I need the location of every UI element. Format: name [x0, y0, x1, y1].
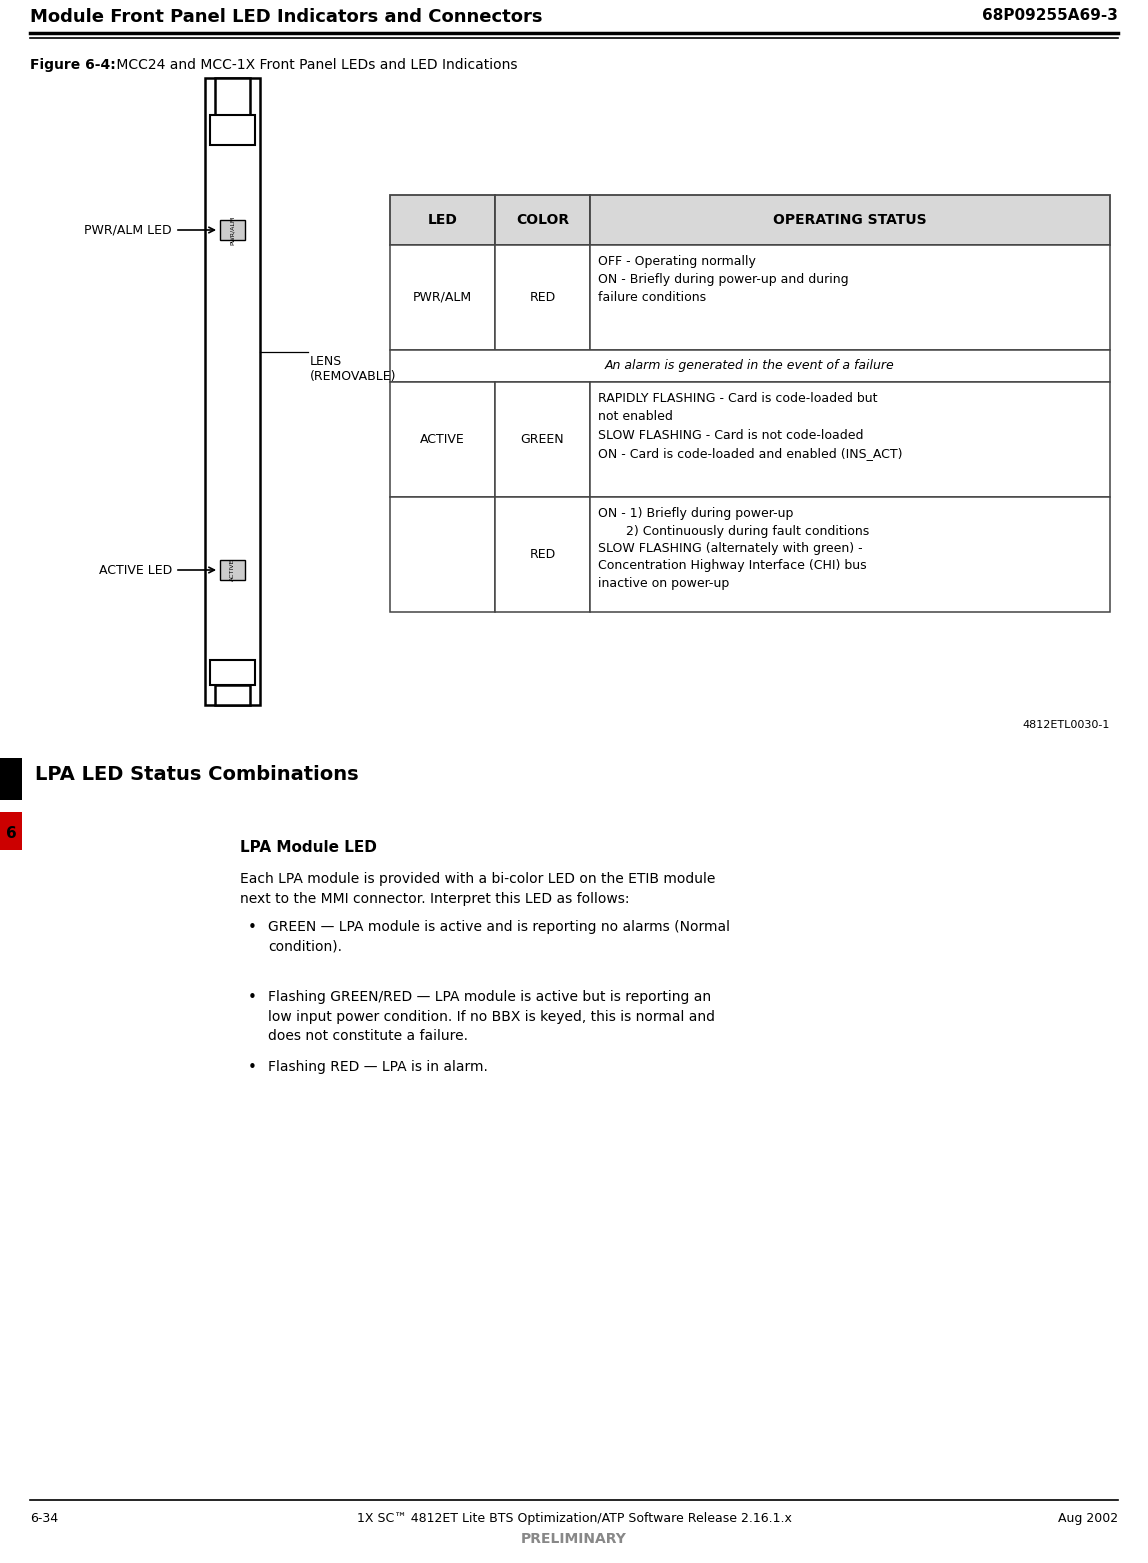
Text: OFF - Operating normally
ON - Briefly during power-up and during
failure conditi: OFF - Operating normally ON - Briefly du… — [598, 255, 848, 303]
Bar — [390, 195, 495, 245]
Bar — [390, 350, 1110, 381]
Text: LPA LED Status Combinations: LPA LED Status Combinations — [34, 764, 358, 785]
Bar — [205, 78, 259, 705]
Bar — [220, 560, 245, 580]
Bar — [495, 497, 590, 613]
Bar — [0, 758, 22, 800]
Bar — [215, 685, 250, 705]
Bar — [390, 497, 495, 613]
Text: OPERATING STATUS: OPERATING STATUS — [774, 213, 926, 227]
Text: LENS
(REMOVABLE): LENS (REMOVABLE) — [310, 355, 396, 383]
Text: COLOR: COLOR — [515, 213, 569, 227]
Bar — [495, 195, 590, 245]
Text: RED: RED — [529, 549, 556, 561]
Text: 4812ETL0030-1: 4812ETL0030-1 — [1023, 721, 1110, 730]
Text: 68P09255A69-3: 68P09255A69-3 — [983, 8, 1118, 23]
Text: ACTIVE: ACTIVE — [230, 560, 235, 581]
Text: An alarm is generated in the event of a failure: An alarm is generated in the event of a … — [605, 359, 895, 372]
Text: •: • — [248, 989, 257, 1005]
Bar — [495, 381, 590, 497]
Text: MCC24 and MCC-1X Front Panel LEDs and LED Indications: MCC24 and MCC-1X Front Panel LEDs and LE… — [113, 58, 518, 72]
Bar — [590, 497, 1110, 613]
Text: Flashing RED — LPA is in alarm.: Flashing RED — LPA is in alarm. — [267, 1060, 488, 1074]
Text: RAPIDLY FLASHING - Card is code-loaded but
not enabled
SLOW FLASHING - Card is n: RAPIDLY FLASHING - Card is code-loaded b… — [598, 392, 902, 461]
Bar — [210, 660, 255, 685]
Text: PWR/ALM: PWR/ALM — [230, 216, 235, 245]
Text: •: • — [248, 1060, 257, 1075]
Text: ACTIVE: ACTIVE — [420, 433, 465, 445]
Text: •: • — [248, 921, 257, 935]
Text: 6: 6 — [6, 825, 16, 841]
Bar — [590, 381, 1110, 497]
Text: Flashing GREEN/RED — LPA module is active but is reporting an
low input power co: Flashing GREEN/RED — LPA module is activ… — [267, 989, 715, 1043]
Bar — [215, 78, 250, 116]
Bar — [390, 381, 495, 497]
Text: 1X SC™ 4812ET Lite BTS Optimization/ATP Software Release 2.16.1.x: 1X SC™ 4812ET Lite BTS Optimization/ATP … — [357, 1511, 791, 1525]
Text: Each LPA module is provided with a bi-color LED on the ETIB module
next to the M: Each LPA module is provided with a bi-co… — [240, 872, 715, 905]
Text: PWR/ALM: PWR/ALM — [413, 291, 472, 303]
Bar — [0, 813, 22, 850]
Text: GREEN — LPA module is active and is reporting no alarms (Normal
condition).: GREEN — LPA module is active and is repo… — [267, 921, 730, 953]
Bar — [210, 116, 255, 145]
Text: PRELIMINARY: PRELIMINARY — [521, 1532, 627, 1546]
Bar — [220, 220, 245, 241]
Text: GREEN: GREEN — [521, 433, 565, 445]
Text: ON - 1) Briefly during power-up
       2) Continuously during fault conditions
S: ON - 1) Briefly during power-up 2) Conti… — [598, 506, 869, 589]
Text: 6-34: 6-34 — [30, 1511, 59, 1525]
Text: ACTIVE LED: ACTIVE LED — [99, 564, 172, 577]
Text: RED: RED — [529, 291, 556, 303]
Text: Aug 2002: Aug 2002 — [1057, 1511, 1118, 1525]
Text: Module Front Panel LED Indicators and Connectors: Module Front Panel LED Indicators and Co… — [30, 8, 543, 27]
Bar — [390, 245, 495, 350]
Text: LPA Module LED: LPA Module LED — [240, 839, 377, 855]
Text: Figure 6-4:: Figure 6-4: — [30, 58, 116, 72]
Bar — [590, 195, 1110, 245]
Bar — [495, 245, 590, 350]
Text: PWR/ALM LED: PWR/ALM LED — [84, 224, 172, 236]
Text: LED: LED — [427, 213, 457, 227]
Bar — [590, 245, 1110, 350]
